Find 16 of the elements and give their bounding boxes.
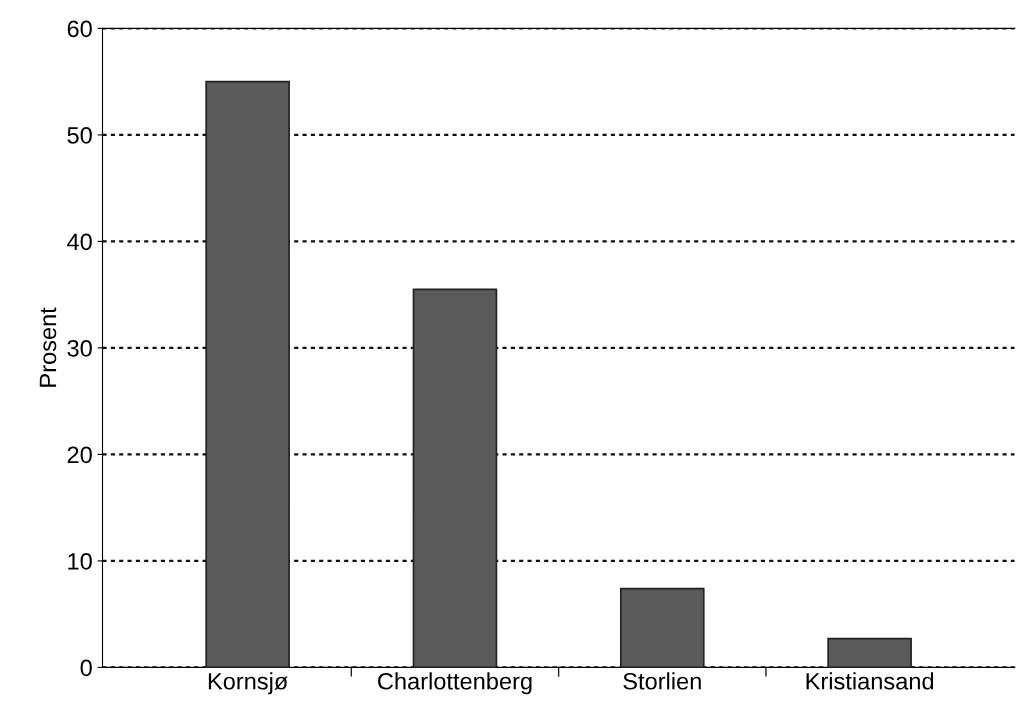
y-tick-label: 10 bbox=[68, 552, 92, 570]
y-tick-label: 30 bbox=[67, 339, 92, 357]
y-tick-label: 40 bbox=[67, 233, 92, 251]
y-tick-label: 50 bbox=[67, 126, 92, 144]
x-tick-label: Kristiansand bbox=[806, 672, 934, 690]
x-tick-label: Kornsjø bbox=[208, 672, 288, 695]
bar bbox=[619, 587, 705, 668]
y-tick-label: 20 bbox=[67, 446, 92, 464]
y-tick-label: 60 bbox=[67, 20, 92, 38]
bar bbox=[412, 288, 498, 668]
x-tick-label: Charlottenberg bbox=[378, 672, 532, 695]
x-tick-label: Storlien bbox=[623, 672, 701, 690]
bar bbox=[205, 80, 290, 668]
bar bbox=[827, 637, 912, 668]
y-axis-title: Prosent bbox=[39, 307, 57, 387]
y-tick-label: 0 bbox=[80, 659, 92, 677]
